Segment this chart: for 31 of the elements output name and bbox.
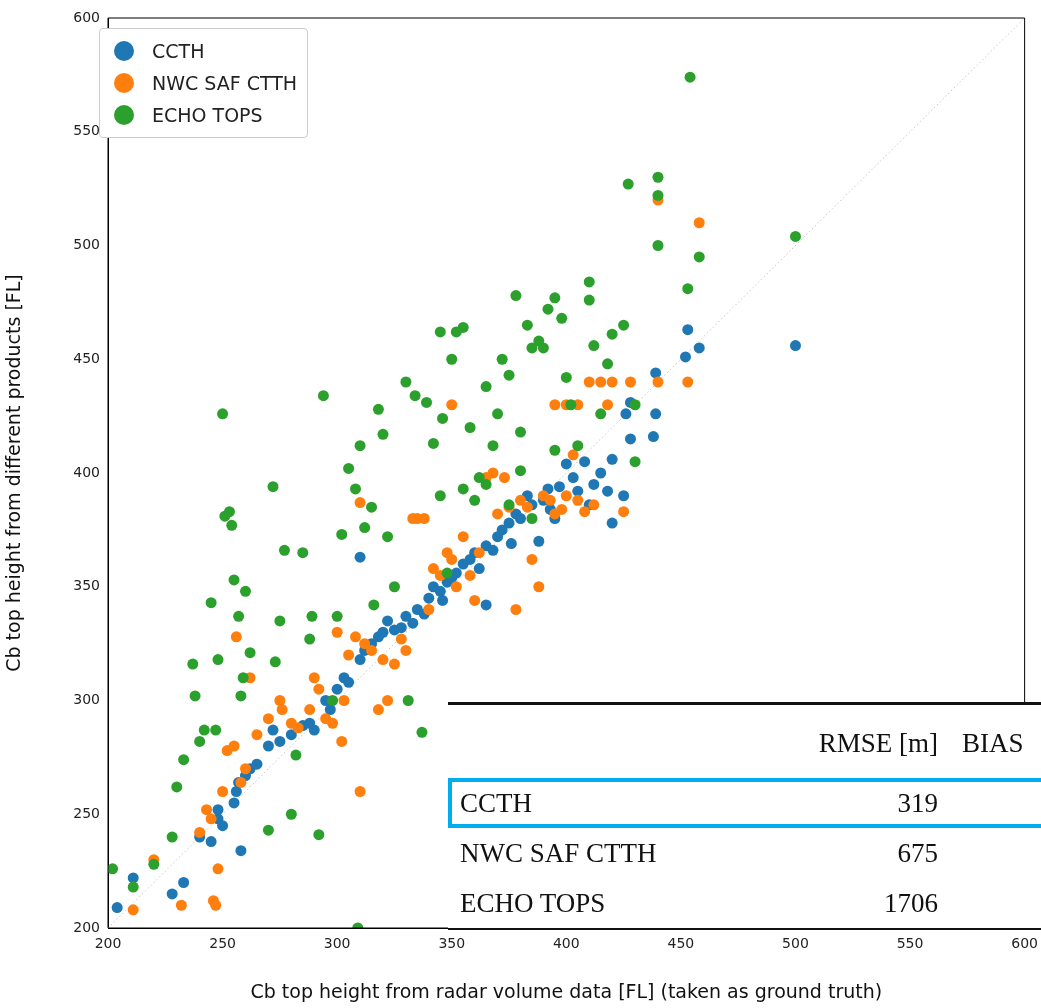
- y-axis-title: Cb top height from different products [FL]: [2, 274, 25, 672]
- annotation: CCTH: [459, 786, 533, 820]
- legend-label: NWC SAF CTTH: [152, 72, 298, 94]
- y-tick-label: 550: [73, 122, 100, 139]
- annotation: BIAS: [961, 726, 1025, 760]
- y-tick-label: 400: [73, 463, 100, 480]
- legend-label: ECHO TOPS: [152, 104, 263, 126]
- annotation: 1706: [883, 886, 939, 920]
- x-tick-label: 500: [782, 935, 809, 952]
- x-tick-label: 550: [896, 935, 924, 952]
- x-axis-title: Cb top height from radar volume data [FL] (taken as ground truth): [250, 979, 883, 1002]
- y-tick-label: 450: [73, 349, 100, 366]
- x-tick-label: 600: [1011, 935, 1039, 952]
- y-tick-label: 500: [73, 236, 100, 253]
- annotation: RMSE [m]: [817, 726, 939, 760]
- x-tick-label: 450: [667, 935, 695, 952]
- y-tick-label: 250: [73, 804, 100, 821]
- y-tick-label: 600: [73, 8, 100, 25]
- y-tick-label: 350: [73, 577, 100, 594]
- y-tick-label: 200: [73, 918, 100, 935]
- annotation: NWC SAF CTTH: [459, 836, 658, 870]
- x-tick-label: 350: [438, 935, 466, 952]
- x-tick-label: 400: [552, 935, 580, 952]
- y-tick-label: 300: [73, 691, 100, 708]
- x-tick-label: 200: [94, 935, 122, 952]
- x-tick-label: 250: [209, 935, 236, 952]
- annotation: 675: [896, 836, 939, 870]
- legend-label: CCTH: [152, 40, 205, 62]
- annotation: 319: [896, 786, 939, 820]
- x-tick-label: 300: [323, 935, 351, 952]
- annotation: ECHO TOPS: [459, 886, 607, 920]
